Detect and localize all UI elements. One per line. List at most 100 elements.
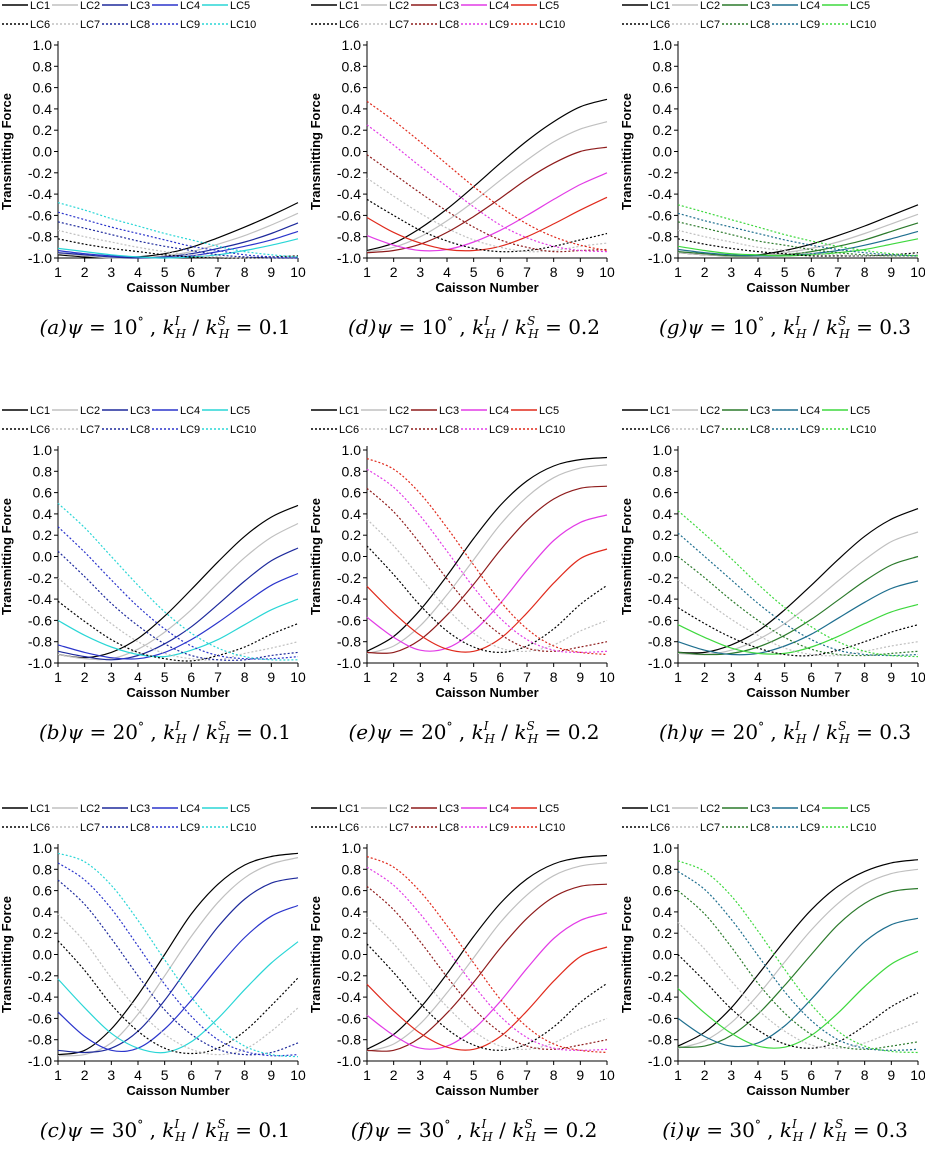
caption-ratio: = 0.2 (536, 1118, 597, 1142)
legend-label-lc4: LC4 (489, 0, 509, 12)
y-tick-label: 0.4 (33, 506, 53, 522)
caption-sup-s: S (838, 314, 846, 328)
x-tick-label: 3 (107, 264, 115, 280)
caption-sub-h2: H (838, 732, 850, 746)
y-axis-title: Transmitting Force (619, 93, 634, 210)
legend-label-lc6: LC6 (650, 822, 670, 834)
x-tick-label: 2 (390, 669, 398, 685)
legend-label-lc6: LC6 (339, 19, 359, 31)
caption-angle: = 30 (82, 1118, 137, 1142)
chart-panel-b: LC1 LC2 LC3 LC4 LC5 LC6 LC7 LC8 LC9 LC10 -1.0 -0.8 -… (0, 405, 306, 746)
x-tick-label: 5 (161, 264, 169, 280)
legend: LC1 LC2 LC3 LC4 LC5 LC6 LC7 LC8 LC9 LC10 (2, 405, 256, 436)
x-tick-label: 8 (241, 669, 249, 685)
series-line-lc6 (366, 545, 608, 654)
x-axis-title: Caisson Number (126, 685, 229, 700)
caption: (e)ψ = 20° , kI H / kS H = 0.2 (348, 719, 599, 746)
caption: (c)ψ = 30° , kI H / kS H = 0.1 (40, 1117, 290, 1144)
series-line-lc10 (366, 100, 608, 252)
caption-angle: = 10 (703, 315, 758, 339)
series-line-lc3 (677, 222, 919, 257)
x-tick-label: 8 (241, 1067, 249, 1083)
legend-label-lc3: LC3 (130, 803, 150, 815)
y-tick-label: 0.8 (653, 861, 673, 877)
x-tick-label: 8 (550, 1067, 558, 1083)
caption-sup-i: I (481, 1117, 487, 1131)
caption-ratio: = 0.1 (229, 1118, 290, 1142)
x-tick-label: 1 (363, 669, 371, 685)
legend-label-lc1: LC1 (30, 803, 50, 815)
series-line-lc2 (366, 464, 608, 654)
x-tick-label: 4 (754, 1067, 762, 1083)
series-line-lc8 (57, 550, 299, 661)
y-tick-label: 0.2 (653, 527, 673, 543)
legend-label-lc8: LC8 (130, 424, 150, 436)
caption-slash: / (803, 1118, 822, 1142)
series-line-lc7 (57, 577, 299, 661)
caption-sup-i: I (173, 1117, 179, 1131)
caption-ratio: = 0.3 (850, 720, 911, 744)
y-tick-label: 0.6 (342, 80, 362, 96)
legend-label-lc7: LC7 (80, 19, 100, 31)
caption-label: (d) (348, 315, 376, 339)
y-axis-title: Transmitting Force (619, 498, 634, 615)
legend-label-lc7: LC7 (700, 424, 720, 436)
legend-label-lc4: LC4 (489, 405, 509, 417)
series-line-lc8 (57, 879, 299, 1056)
x-tick-label: 9 (267, 1067, 275, 1083)
chart-panel-c: LC1 LC2 LC3 LC4 LC5 LC6 LC7 LC8 LC9 LC10 -1.0 -0.8 -… (0, 803, 306, 1144)
y-tick-label: 0.2 (33, 527, 53, 543)
x-tick-label: 5 (781, 264, 789, 280)
y-tick-label: -0.4 (28, 989, 52, 1005)
y-tick-label: -0.4 (337, 989, 361, 1005)
x-tick-label: 2 (390, 1067, 398, 1083)
y-tick-label: 0.4 (33, 101, 53, 117)
legend-label-lc9: LC9 (180, 424, 200, 436)
legend-label-lc9: LC9 (489, 19, 509, 31)
legend-label-lc8: LC8 (750, 19, 770, 31)
y-tick-label: -1.0 (337, 655, 361, 671)
caption-sub-h2: H (217, 1130, 229, 1144)
y-tick-label: 1.0 (33, 442, 53, 458)
caption-sup-s: S (527, 719, 535, 733)
legend-label-lc8: LC8 (130, 19, 150, 31)
x-tick-label: 1 (674, 669, 682, 685)
y-tick-label: -0.2 (337, 570, 361, 586)
x-tick-label: 7 (834, 264, 842, 280)
caption-sub-h2: H (218, 327, 230, 341)
y-tick-label: 0.2 (653, 122, 673, 138)
y-tick-label: 0.0 (33, 947, 53, 963)
series-line-lc5 (57, 238, 299, 259)
caption-angle: = 20 (83, 720, 138, 744)
y-tick-label: 0.4 (33, 904, 53, 920)
caption-k2: k (205, 315, 217, 339)
y-tick-label: 0.2 (342, 527, 362, 543)
series-line-lc1 (366, 854, 608, 1050)
y-tick-label: -1.0 (28, 250, 52, 266)
legend-label-lc3: LC3 (130, 405, 150, 417)
legend-label-lc10: LC10 (230, 424, 256, 436)
y-tick-label: 0.0 (653, 549, 673, 565)
y-tick-label: -0.2 (648, 165, 672, 181)
y-tick-label: -0.6 (337, 612, 361, 628)
legend-label-lc6: LC6 (339, 424, 359, 436)
caption-psi: ψ (67, 720, 83, 744)
y-tick-label: 0.4 (653, 101, 673, 117)
caption-k1: k (780, 1118, 792, 1142)
caption-comma: , (453, 720, 472, 744)
chart-panel-e: LC1 LC2 LC3 LC4 LC5 LC6 LC7 LC8 LC9 LC10 -1.0 -0.8 -… (308, 405, 615, 746)
caption-k1: k (472, 315, 484, 339)
caption-sub-h2: H (835, 1130, 847, 1144)
caption-sup-s: S (218, 719, 226, 733)
y-axis-title: Transmitting Force (0, 93, 14, 210)
series-line-lc7 (57, 229, 299, 259)
caption-slash: / (806, 720, 825, 744)
series-line-lc5 (57, 598, 299, 658)
series-line-lc2 (57, 857, 299, 1057)
legend-label-lc2: LC2 (80, 803, 100, 815)
caption-sub-h1: H (484, 327, 496, 341)
x-tick-label: 10 (290, 669, 306, 685)
caption-sub-h2: H (527, 732, 539, 746)
legend: LC1 LC2 LC3 LC4 LC5 LC6 LC7 LC8 LC9 LC10 (311, 0, 565, 31)
x-tick-label: 7 (523, 669, 531, 685)
